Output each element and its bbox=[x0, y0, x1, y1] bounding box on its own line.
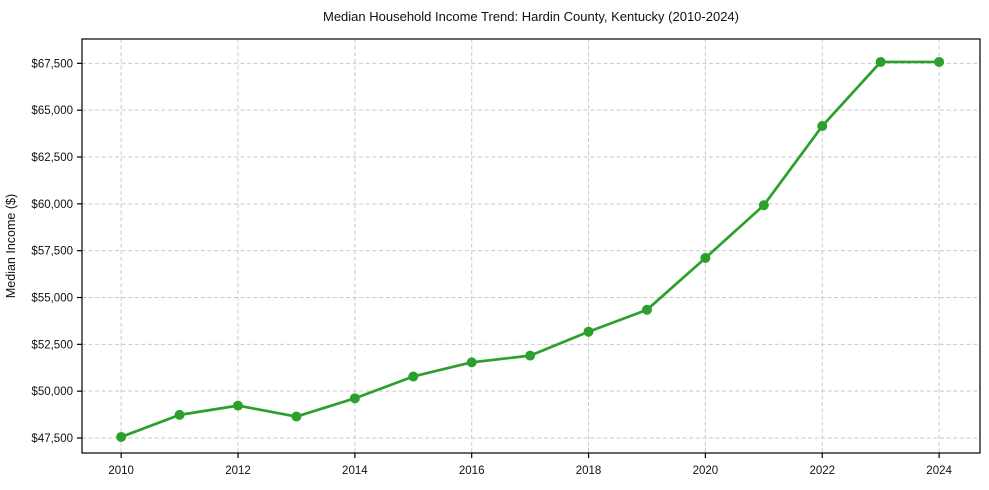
x-tick-label: 2010 bbox=[108, 465, 134, 477]
axis-labels-layer: $47,500 $50,000 $52,500 $55,000 $57,500 $60,0… bbox=[31, 58, 952, 477]
y-tick-label: $65,000 bbox=[31, 105, 73, 117]
x-tick-label: 2024 bbox=[926, 465, 952, 477]
data-point-2024 bbox=[934, 56, 945, 67]
data-point-2014 bbox=[349, 393, 360, 404]
chart-title: Median Household Income Trend: Hardin Co… bbox=[323, 9, 739, 24]
y-tick-label: $57,500 bbox=[31, 246, 73, 258]
data-point-2013 bbox=[291, 411, 302, 422]
data-point-2012 bbox=[232, 400, 243, 411]
data-point-2020 bbox=[700, 252, 711, 263]
axis-ticks-layer bbox=[77, 62, 940, 458]
data-point-2023 bbox=[875, 56, 886, 67]
x-tick-label: 2022 bbox=[809, 465, 835, 477]
data-point-2019 bbox=[641, 304, 652, 315]
x-tick-label: 2014 bbox=[342, 465, 368, 477]
data-series-layer bbox=[116, 56, 945, 442]
y-tick-label: $47,500 bbox=[31, 433, 73, 445]
plot-border bbox=[81, 38, 981, 454]
y-tick-label: $67,500 bbox=[31, 58, 73, 70]
y-tick-label: $55,000 bbox=[31, 293, 73, 305]
data-point-2017 bbox=[525, 350, 536, 361]
x-tick-label: 2018 bbox=[576, 465, 602, 477]
y-tick-label: $60,000 bbox=[31, 199, 73, 211]
grid-layer bbox=[82, 39, 980, 453]
income-trend-line bbox=[119, 60, 941, 439]
y-tick-label: $62,500 bbox=[31, 152, 73, 164]
y-tick-label: $50,000 bbox=[31, 386, 73, 398]
data-point-2015 bbox=[408, 371, 419, 382]
data-point-2018 bbox=[583, 326, 594, 337]
data-point-2021 bbox=[758, 200, 769, 211]
x-tick-label: 2020 bbox=[693, 465, 719, 477]
data-point-2011 bbox=[174, 409, 185, 420]
y-tick-label: $52,500 bbox=[31, 339, 73, 351]
x-tick-label: 2016 bbox=[459, 465, 485, 477]
y-axis-label: Median Income ($) bbox=[4, 194, 18, 298]
data-point-2022 bbox=[817, 121, 828, 132]
data-point-2010 bbox=[116, 431, 127, 442]
data-point-2016 bbox=[466, 357, 477, 368]
x-tick-label: 2012 bbox=[225, 465, 251, 477]
